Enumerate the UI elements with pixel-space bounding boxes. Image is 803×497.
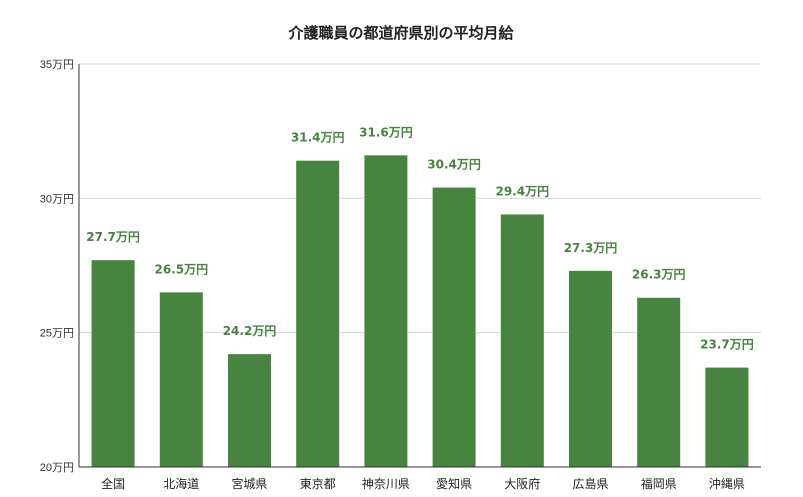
y-tick-label: 20万円 [40, 462, 74, 474]
y-tick-label: 30万円 [40, 193, 74, 205]
bar [91, 260, 135, 467]
bar [296, 160, 340, 467]
bar [364, 155, 408, 467]
x-tick-label: 宮城県 [231, 476, 267, 491]
x-tick-label: 広島県 [572, 476, 608, 491]
data-label: 26.3万円 [632, 268, 686, 282]
bar [228, 354, 271, 467]
bar [159, 292, 203, 467]
chart-title: 介護職員の都道府県別の平均月給 [287, 24, 514, 42]
x-tick-label: 東京都 [300, 477, 336, 491]
x-axis-ticks: 全国 北海道 宮城県 東京都 神奈川県 愛知県 大阪府 広島県 福岡県 沖縄県 [101, 476, 745, 491]
x-tick-label: 福岡県 [641, 476, 677, 491]
y-tick-label: 25万円 [40, 328, 74, 340]
y-tick-label: 35万円 [40, 59, 74, 71]
bar [432, 187, 476, 467]
x-tick-label: 全国 [101, 476, 125, 491]
data-label: 26.5万円 [154, 262, 208, 276]
x-tick-label: 北海道 [163, 476, 199, 491]
bars [91, 155, 749, 467]
x-tick-label: 大阪府 [504, 476, 540, 491]
data-label: 27.7万円 [86, 230, 140, 244]
data-label: 27.3万円 [564, 241, 618, 255]
data-label: 31.4万円 [291, 131, 345, 145]
bar [705, 367, 749, 467]
data-labels: 27.7万円 26.5万円 24.2万円 31.4万円 31.6万円 30.4万円 29.4… [86, 125, 753, 351]
x-tick-label: 沖縄県 [709, 476, 745, 491]
bar [637, 297, 681, 467]
x-tick-label: 愛知県 [436, 477, 472, 491]
data-label: 31.6万円 [359, 125, 413, 139]
bar [500, 214, 544, 467]
y-axis-ticks: 20万円 25万円 30万円 35万円 [40, 59, 74, 474]
data-label: 24.2万円 [223, 324, 277, 338]
data-label: 30.4万円 [427, 158, 481, 172]
bar [569, 270, 612, 467]
data-label: 29.4万円 [495, 184, 549, 198]
x-tick-label: 神奈川県 [362, 477, 410, 491]
data-label: 23.7万円 [700, 338, 754, 352]
